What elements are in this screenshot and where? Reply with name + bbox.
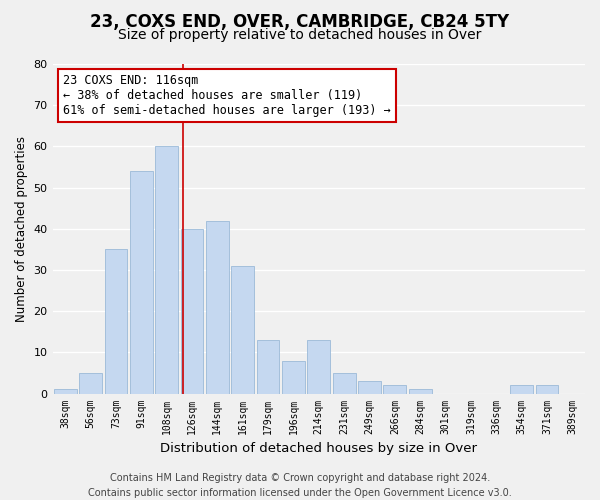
Bar [358, 381, 381, 394]
Bar [130, 171, 152, 394]
Bar [409, 390, 431, 394]
Y-axis label: Number of detached properties: Number of detached properties [15, 136, 28, 322]
X-axis label: Distribution of detached houses by size in Over: Distribution of detached houses by size … [160, 442, 477, 455]
Bar [333, 373, 356, 394]
Bar [307, 340, 330, 394]
Bar [282, 360, 305, 394]
Bar [257, 340, 280, 394]
Bar [54, 390, 77, 394]
Bar [104, 250, 127, 394]
Text: 23, COXS END, OVER, CAMBRIDGE, CB24 5TY: 23, COXS END, OVER, CAMBRIDGE, CB24 5TY [91, 12, 509, 30]
Bar [536, 386, 559, 394]
Text: Size of property relative to detached houses in Over: Size of property relative to detached ho… [118, 28, 482, 42]
Bar [206, 220, 229, 394]
Bar [181, 229, 203, 394]
Bar [155, 146, 178, 394]
Bar [79, 373, 102, 394]
Bar [383, 386, 406, 394]
Text: 23 COXS END: 116sqm
← 38% of detached houses are smaller (119)
61% of semi-detac: 23 COXS END: 116sqm ← 38% of detached ho… [63, 74, 391, 117]
Text: Contains HM Land Registry data © Crown copyright and database right 2024.
Contai: Contains HM Land Registry data © Crown c… [88, 472, 512, 498]
Bar [510, 386, 533, 394]
Bar [231, 266, 254, 394]
